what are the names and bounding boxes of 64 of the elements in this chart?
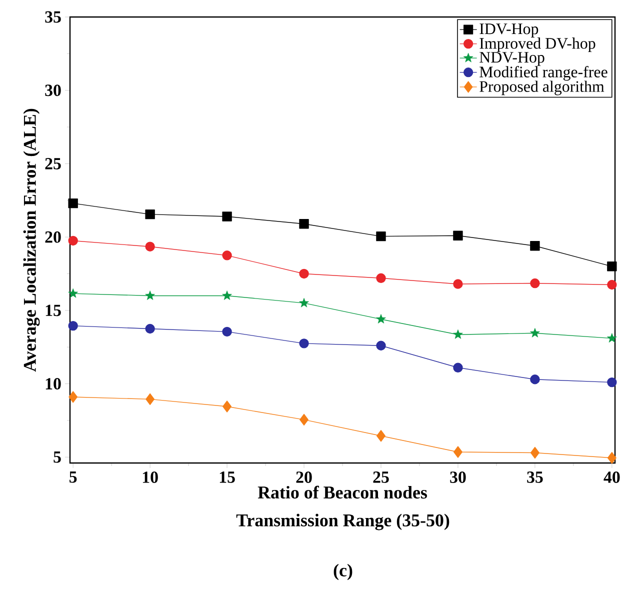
point [376, 314, 386, 324]
point [453, 230, 463, 240]
point [68, 320, 78, 331]
y-tick-label: 25 [45, 158, 61, 170]
point [145, 290, 155, 300]
legend-label: Improved DV-hop [480, 38, 596, 52]
point [453, 329, 463, 339]
point [222, 212, 232, 222]
y-tick-label: 30 [45, 84, 61, 96]
y-tick-label: 15 [46, 304, 61, 316]
legend-label: Proposed algorithm [480, 80, 604, 96]
point [68, 236, 78, 246]
point [145, 324, 155, 334]
point [299, 338, 309, 348]
point [299, 268, 309, 279]
point [607, 333, 617, 342]
point [453, 446, 462, 458]
point [530, 374, 540, 384]
text: Transmission Range (35-50) [236, 514, 450, 530]
point [145, 242, 155, 252]
x-axis-title: Ratio of Beacon nodes [258, 486, 427, 499]
legend-label: IDV-Hop [480, 24, 538, 38]
point [299, 219, 309, 229]
point [68, 391, 78, 403]
point [607, 262, 617, 272]
point [68, 288, 78, 298]
x-tick-label: 5 [70, 472, 77, 483]
point [222, 250, 232, 260]
point [145, 209, 155, 220]
y-tick-label: 20 [45, 231, 61, 243]
point [222, 400, 232, 412]
point [607, 280, 617, 290]
point [376, 340, 386, 350]
x-tick-label: 30 [450, 472, 466, 483]
point [68, 198, 78, 208]
point [530, 328, 540, 338]
legend-label: NDV-Hop [480, 52, 544, 66]
y-tick-label: 10 [46, 378, 61, 390]
point [222, 290, 232, 300]
point [376, 273, 386, 283]
x-tick-label: 15 [220, 472, 235, 483]
point [530, 446, 540, 459]
x-tick-label: 25 [373, 472, 389, 483]
legend-label: Modified range-free [480, 66, 608, 81]
point [300, 414, 308, 426]
y-tick-label: 5 [54, 452, 61, 463]
point [453, 279, 463, 289]
point [453, 362, 463, 372]
x-tick-label: 35 [527, 472, 543, 483]
y-tick-label: 35 [45, 11, 61, 23]
point [530, 241, 540, 251]
x-tick-label: 20 [296, 472, 312, 483]
point [530, 278, 540, 288]
point [376, 231, 386, 242]
point [376, 430, 386, 442]
text: (c) [334, 564, 352, 580]
point [222, 326, 232, 337]
point [607, 452, 616, 464]
x-tick-label: 40 [604, 472, 620, 483]
point [299, 298, 309, 308]
y-axis-title: Average Localization Error (ALE) [23, 108, 40, 372]
point [607, 377, 617, 388]
point [146, 393, 155, 406]
x-tick-label: 10 [142, 472, 158, 483]
